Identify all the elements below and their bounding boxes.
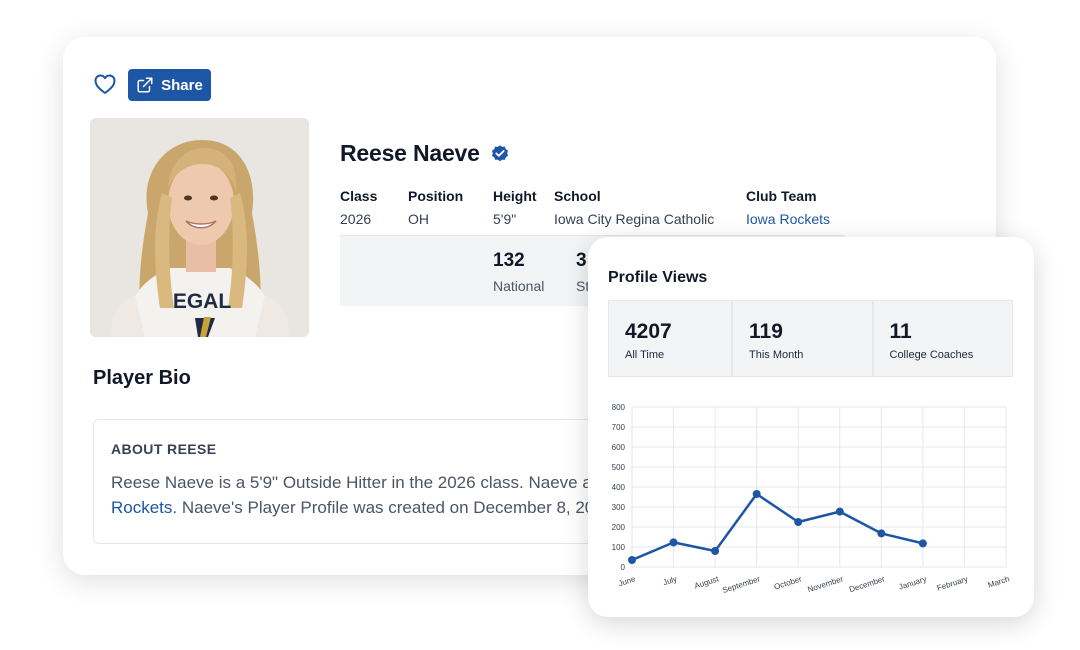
x-tick-label: January <box>898 574 928 591</box>
national-rank-value: 132 <box>493 250 525 271</box>
national-rank-label: National <box>493 278 545 294</box>
x-tick-label: July <box>662 574 678 587</box>
school-value: Iowa City Regina Catholic <box>554 211 715 227</box>
height-value: 5'9" <box>493 211 517 227</box>
info-class: Class 2026 <box>340 188 377 227</box>
info-club: Club Team Iowa Rockets <box>746 188 830 227</box>
class-label: Class <box>340 188 378 204</box>
y-tick-label: 500 <box>612 463 626 472</box>
player-portrait: EGAL <box>90 118 309 337</box>
views-stats-row: 4207 All Time 119 This Month 11 College … <box>608 300 1013 377</box>
stat-label: College Coaches <box>889 349 974 361</box>
verified-badge-icon <box>491 144 508 161</box>
info-height: Height 5'9" <box>493 188 537 227</box>
bio-heading: ABOUT REESE <box>111 441 217 457</box>
profile-views-card: Profile Views 4207 All Time 119 This Mon… <box>588 237 1034 617</box>
position-value: OH <box>408 211 429 227</box>
player-name: Reese Naeve <box>340 140 480 166</box>
info-position: Position OH <box>408 188 463 227</box>
data-point <box>794 518 803 526</box>
stat-value: 4207 <box>625 320 672 343</box>
state-rank-value: 3 <box>576 250 587 271</box>
y-tick-label: 200 <box>612 523 626 532</box>
series-line <box>631 492 924 562</box>
x-tick-label: June <box>617 574 637 588</box>
position-label: Position <box>408 188 464 204</box>
y-tick-label: 400 <box>612 483 626 492</box>
stat-value: 119 <box>749 320 783 343</box>
state-rank-label: St <box>576 278 590 294</box>
school-label: School <box>554 188 601 204</box>
data-point <box>918 539 927 548</box>
stat-college-coaches: 11 College Coaches <box>873 301 1012 376</box>
club-label: Club Team <box>746 188 817 204</box>
info-school: School Iowa City Regina Catholic <box>554 188 714 227</box>
rank-national: 132 National <box>493 250 544 294</box>
data-point <box>835 507 844 516</box>
y-tick-label: 0 <box>621 563 626 572</box>
y-tick-label: 700 <box>612 423 626 432</box>
jersey-text: EGAL <box>173 290 232 313</box>
bio-line-2: . Naeve's Player Profile was created on … <box>172 498 595 517</box>
player-photo: EGAL <box>90 118 309 337</box>
bio-line-1: Reese Naeve is a 5'9" Outside Hitter in … <box>111 473 592 492</box>
y-tick-label: 800 <box>612 403 626 412</box>
stat-this-month: 119 This Month <box>733 301 872 376</box>
profile-views-line-chart: 0 100 200 300 400 500 600 700 800 June July August S… <box>612 403 1011 595</box>
y-tick-label: 600 <box>612 443 626 452</box>
y-tick-label: 300 <box>612 503 626 512</box>
heart-icon[interactable] <box>93 72 117 96</box>
profile-views-title: Profile Views <box>608 269 708 286</box>
external-link-icon <box>137 77 153 93</box>
x-tick-label: March <box>987 574 1011 589</box>
data-point <box>877 529 886 538</box>
data-point <box>669 538 678 547</box>
x-tick-label: December <box>848 574 886 594</box>
stat-value: 11 <box>889 320 912 343</box>
stat-label: All Time <box>625 349 665 361</box>
rank-state: 3 St <box>576 250 589 294</box>
bio-club-link[interactable]: Rockets <box>111 498 173 517</box>
player-bio-title: Player Bio <box>93 367 191 389</box>
stat-label: This Month <box>749 349 804 361</box>
data-point <box>628 556 636 564</box>
x-tick-label: September <box>721 574 761 595</box>
x-tick-label: October <box>773 574 803 591</box>
bio-text: Reese Naeve is a 5'9" Outside Hitter in … <box>111 470 961 520</box>
x-tick-label: August <box>693 574 720 590</box>
x-tick-label: February <box>936 574 969 592</box>
data-point <box>752 490 761 498</box>
stat-all-time: 4207 All Time <box>609 301 731 376</box>
share-label: Share <box>161 76 203 94</box>
bio-box: ABOUT REESE Reese Naeve is a 5'9" Outsid… <box>93 419 973 544</box>
x-tick-label: November <box>807 574 845 594</box>
club-team-link[interactable]: Iowa Rockets <box>746 211 831 227</box>
player-name-row: Reese Naeve <box>340 140 510 167</box>
class-value: 2026 <box>340 211 372 227</box>
height-label: Height <box>493 188 537 204</box>
data-point <box>711 547 720 555</box>
share-button[interactable]: Share <box>128 69 211 101</box>
y-tick-label: 100 <box>612 543 626 552</box>
